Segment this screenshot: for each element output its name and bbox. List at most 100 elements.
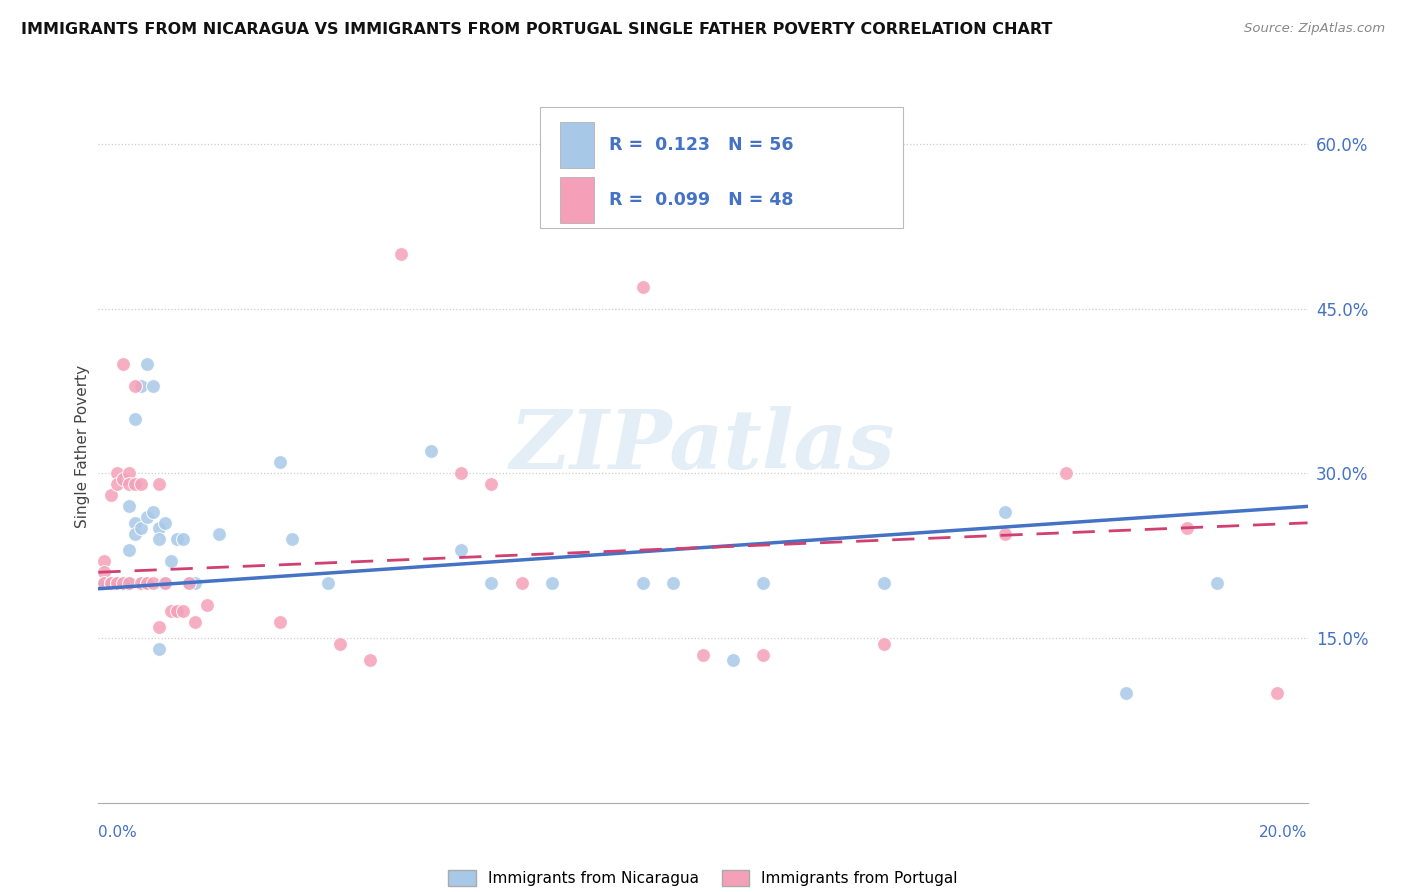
FancyBboxPatch shape bbox=[540, 107, 903, 228]
Point bbox=[166, 604, 188, 618]
Point bbox=[148, 521, 170, 535]
Point bbox=[118, 500, 141, 514]
Point bbox=[1206, 576, 1229, 591]
Point bbox=[129, 378, 152, 392]
Point bbox=[135, 576, 157, 591]
Point bbox=[481, 576, 503, 591]
Point bbox=[105, 576, 128, 591]
Point bbox=[994, 526, 1017, 541]
Text: R =  0.099   N = 48: R = 0.099 N = 48 bbox=[609, 191, 793, 209]
Point bbox=[142, 378, 165, 392]
Point bbox=[540, 576, 562, 591]
Point bbox=[111, 472, 134, 486]
Point bbox=[752, 576, 775, 591]
Point bbox=[1267, 686, 1289, 700]
Point bbox=[100, 576, 122, 591]
Point bbox=[118, 576, 141, 591]
Point bbox=[631, 576, 654, 591]
Point bbox=[160, 604, 183, 618]
Point bbox=[93, 566, 115, 580]
Point bbox=[105, 576, 128, 591]
Point bbox=[100, 488, 122, 502]
Point bbox=[329, 637, 352, 651]
Point bbox=[752, 648, 775, 662]
Point bbox=[510, 576, 533, 591]
Point bbox=[148, 477, 170, 491]
Point bbox=[100, 576, 122, 591]
Point bbox=[111, 576, 134, 591]
Point bbox=[148, 620, 170, 634]
Point bbox=[100, 576, 122, 591]
Point bbox=[111, 576, 134, 591]
Point bbox=[135, 357, 157, 371]
Point bbox=[195, 598, 218, 612]
Point bbox=[105, 576, 128, 591]
Point bbox=[129, 576, 152, 591]
Point bbox=[450, 467, 472, 481]
Text: ZIPatlas: ZIPatlas bbox=[510, 406, 896, 486]
Point bbox=[129, 477, 152, 491]
Point bbox=[179, 576, 201, 591]
Point bbox=[124, 526, 146, 541]
Point bbox=[153, 576, 176, 591]
Point bbox=[105, 576, 128, 591]
Point bbox=[692, 648, 714, 662]
Bar bbox=[561, 121, 595, 168]
Point bbox=[105, 477, 128, 491]
Point bbox=[105, 576, 128, 591]
Point bbox=[100, 576, 122, 591]
Point bbox=[360, 653, 382, 667]
Point bbox=[93, 576, 115, 591]
Point bbox=[111, 576, 134, 591]
Y-axis label: Single Father Poverty: Single Father Poverty bbox=[75, 365, 90, 527]
Point bbox=[93, 576, 115, 591]
Point bbox=[124, 411, 146, 425]
Point bbox=[118, 467, 141, 481]
Bar bbox=[561, 177, 595, 223]
Point bbox=[153, 576, 176, 591]
Point bbox=[994, 505, 1017, 519]
Point bbox=[142, 505, 165, 519]
Point bbox=[105, 576, 128, 591]
Point bbox=[148, 533, 170, 547]
Point bbox=[1175, 521, 1198, 535]
Point bbox=[100, 576, 122, 591]
Point bbox=[184, 576, 207, 591]
Point bbox=[135, 510, 157, 524]
Point bbox=[172, 604, 194, 618]
Point bbox=[481, 477, 503, 491]
Point bbox=[269, 455, 291, 469]
Point bbox=[873, 576, 896, 591]
Point bbox=[111, 576, 134, 591]
Point bbox=[184, 615, 207, 629]
Point bbox=[105, 576, 128, 591]
Point bbox=[450, 543, 472, 558]
Point bbox=[873, 637, 896, 651]
Point bbox=[153, 516, 176, 530]
Point bbox=[105, 467, 128, 481]
Text: Source: ZipAtlas.com: Source: ZipAtlas.com bbox=[1244, 22, 1385, 36]
Point bbox=[631, 280, 654, 294]
Point bbox=[160, 554, 183, 568]
Text: IMMIGRANTS FROM NICARAGUA VS IMMIGRANTS FROM PORTUGAL SINGLE FATHER POVERTY CORR: IMMIGRANTS FROM NICARAGUA VS IMMIGRANTS … bbox=[21, 22, 1053, 37]
Point bbox=[172, 533, 194, 547]
Point bbox=[166, 533, 188, 547]
Point bbox=[269, 615, 291, 629]
Point bbox=[420, 444, 443, 458]
Text: 20.0%: 20.0% bbox=[1260, 825, 1308, 840]
Point bbox=[124, 516, 146, 530]
Point bbox=[118, 576, 141, 591]
Point bbox=[111, 576, 134, 591]
Point bbox=[1115, 686, 1137, 700]
Point bbox=[148, 642, 170, 657]
Point bbox=[129, 521, 152, 535]
Point bbox=[111, 357, 134, 371]
Text: R =  0.123   N = 56: R = 0.123 N = 56 bbox=[609, 136, 793, 153]
Point bbox=[142, 576, 165, 591]
Point bbox=[208, 526, 231, 541]
Point bbox=[124, 477, 146, 491]
Point bbox=[93, 554, 115, 568]
Point bbox=[1054, 467, 1077, 481]
Point bbox=[93, 576, 115, 591]
Legend: Immigrants from Nicaragua, Immigrants from Portugal: Immigrants from Nicaragua, Immigrants fr… bbox=[441, 864, 965, 892]
